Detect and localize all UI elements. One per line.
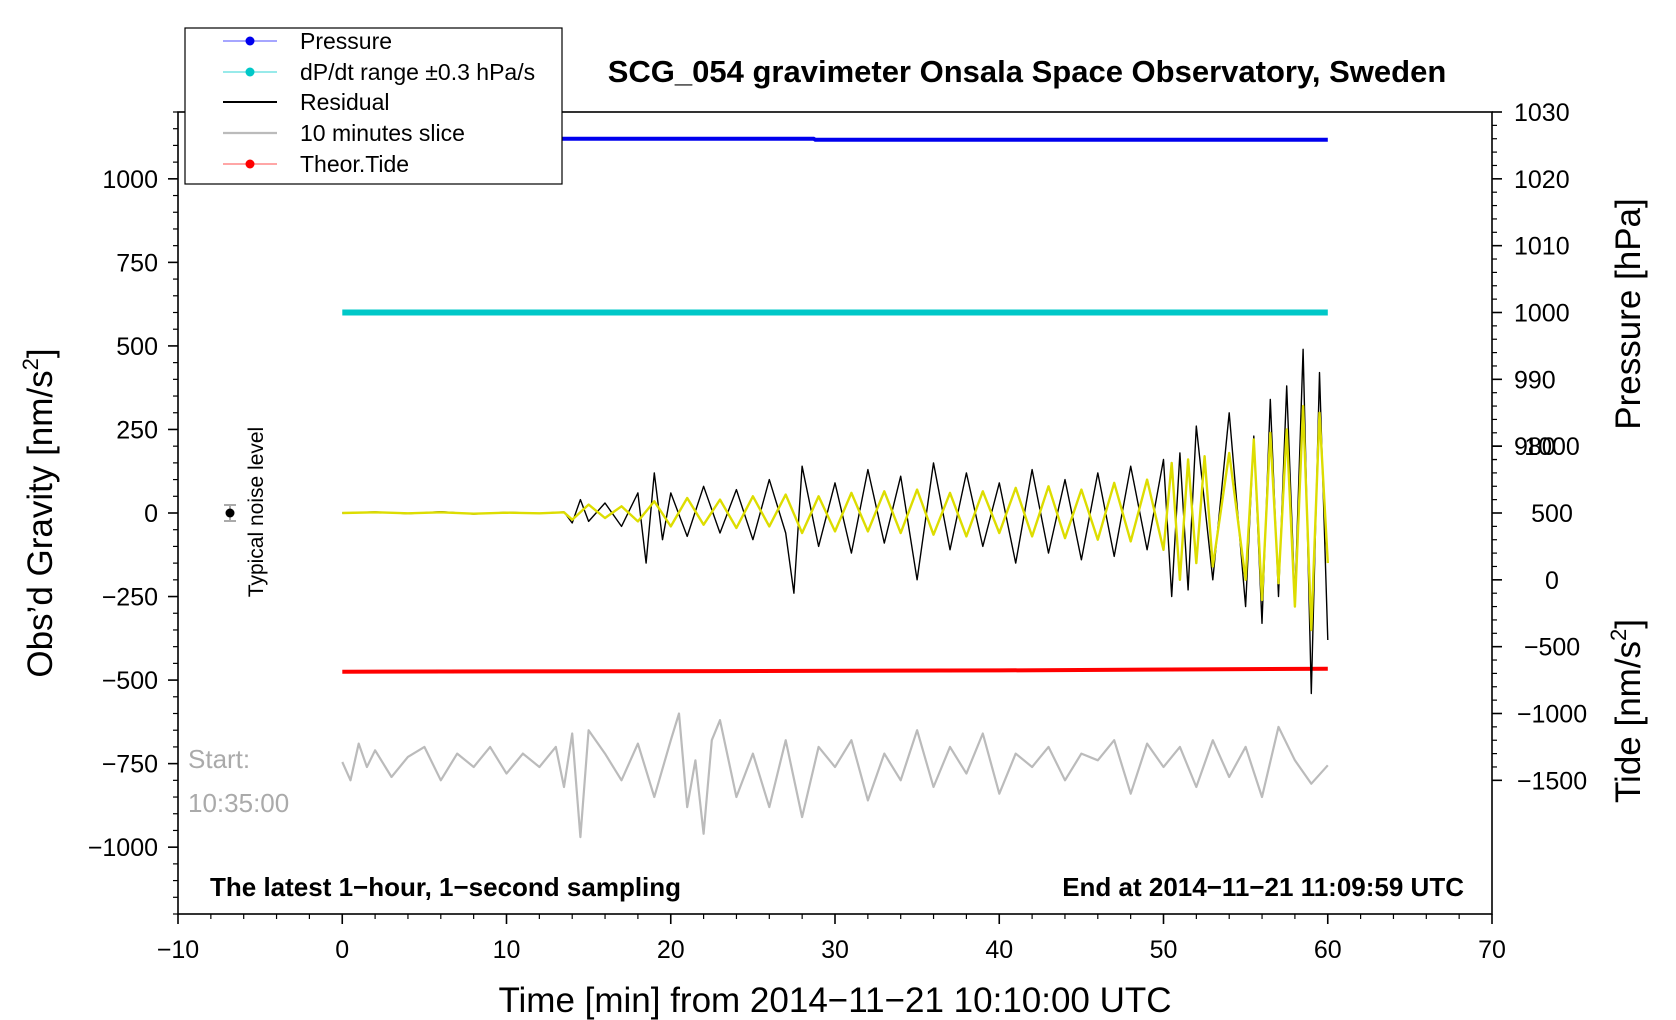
y-axis-left: 1000 750 500 250 0 −250 −500 −750 −1000: [88, 111, 178, 915]
legend-label-pressure: Pressure: [300, 28, 392, 54]
series-line-filtered: [342, 404, 1329, 632]
y-axis-right-tide: 1000 500 0 −500 −1000 −1500: [1492, 433, 1587, 795]
legend-item-slice: 10 minutes slice: [223, 120, 465, 146]
x-tick-label: 0: [335, 936, 349, 964]
annotation-end-time: End at 2014−11−21 11:09:59 UTC: [1062, 872, 1464, 902]
legend-marker-tide: [245, 159, 255, 169]
x-tick-label: 20: [657, 936, 685, 964]
legend-item-residual: Residual: [223, 89, 390, 115]
legend: Pressure dP/dt range ±0.3 hPa/s Residual…: [184, 27, 563, 185]
legend-item-dpdt: dP/dt range ±0.3 hPa/s: [223, 59, 535, 85]
y-tick-label: 250: [116, 416, 158, 444]
pressure-tick-label: 1000: [1514, 300, 1570, 328]
x-tick-label: 30: [821, 936, 849, 964]
tide-tick-label: 500: [1531, 500, 1573, 528]
pressure-tick-label: 1030: [1514, 99, 1570, 127]
annotation-start-time: 10:35:00: [188, 788, 289, 818]
x-axis-label: Time [min] from 2014−11−21 10:10:00 UTC: [498, 981, 1171, 1020]
chart-title: SCG_054 gravimeter Onsala Space Observat…: [608, 54, 1447, 89]
legend-box: [184, 27, 563, 185]
y-tick-label: −750: [102, 751, 158, 779]
noise-point: [225, 508, 235, 518]
pressure-tick-label: 990: [1514, 366, 1556, 394]
y-tick-label: 750: [116, 249, 158, 277]
series-line-pressure: [342, 136, 1328, 142]
y-tick-label: 1000: [102, 166, 158, 194]
pressure-tick-label: 980: [1514, 433, 1556, 461]
y-axis-right-pressure: 1030 1020 1010 1000 990 980: [1492, 99, 1570, 461]
tide-tick-label: −500: [1524, 634, 1580, 662]
legend-marker-dpdt: [245, 67, 255, 77]
legend-label-tide: Theor.Tide: [300, 151, 409, 177]
y-tick-label: −250: [102, 584, 158, 612]
x-tick-label: 60: [1314, 936, 1342, 964]
x-tick-label: 40: [985, 936, 1013, 964]
legend-label-dpdt: dP/dt range ±0.3 hPa/s: [300, 59, 535, 85]
annotation-noise-level: Typical noise level: [245, 427, 268, 597]
x-axis: −10 0 10 20 30 40 50 60 70: [157, 914, 1506, 964]
tide-tick-label: −1000: [1517, 701, 1587, 729]
series-line-tide: [342, 666, 1328, 674]
y-tick-label: 500: [116, 333, 158, 361]
legend-label-residual: Residual: [300, 89, 390, 115]
annotation-start-label: Start:: [188, 744, 250, 774]
y-axis-right-tide-label: Tide [nm/s2]: [1606, 619, 1648, 803]
y-tick-label: −500: [102, 667, 158, 695]
y-tick-label: 0: [144, 500, 158, 528]
x-tick-label: −10: [157, 936, 199, 964]
noise-level-marker: [224, 504, 236, 522]
pressure-tick-label: 1010: [1514, 233, 1570, 261]
series-line-10min-slice: [341, 712, 1329, 839]
y-axis-left-label: Obs’d Gravity [nm/s2]: [18, 348, 60, 677]
legend-item-tide: Theor.Tide: [223, 151, 409, 177]
y-tick-label: −1000: [88, 834, 158, 862]
annotation-sampling: The latest 1−hour, 1−second sampling: [210, 872, 681, 902]
tide-tick-label: 0: [1545, 567, 1559, 595]
y-axis-right-pressure-label: Pressure [hPa]: [1609, 198, 1648, 430]
legend-marker-pressure: [245, 36, 255, 46]
tide-tick-label: −1500: [1517, 767, 1587, 795]
series-line-residual: [342, 348, 1329, 695]
legend-item-pressure: Pressure: [223, 28, 392, 54]
legend-label-slice: 10 minutes slice: [300, 120, 465, 146]
x-tick-label: 10: [493, 936, 521, 964]
series-layer: [341, 136, 1329, 839]
x-tick-label: 50: [1150, 936, 1178, 964]
tide-tick-label: 1000: [1524, 433, 1580, 461]
x-tick-label: 70: [1478, 936, 1506, 964]
pressure-tick-label: 1020: [1514, 166, 1570, 194]
